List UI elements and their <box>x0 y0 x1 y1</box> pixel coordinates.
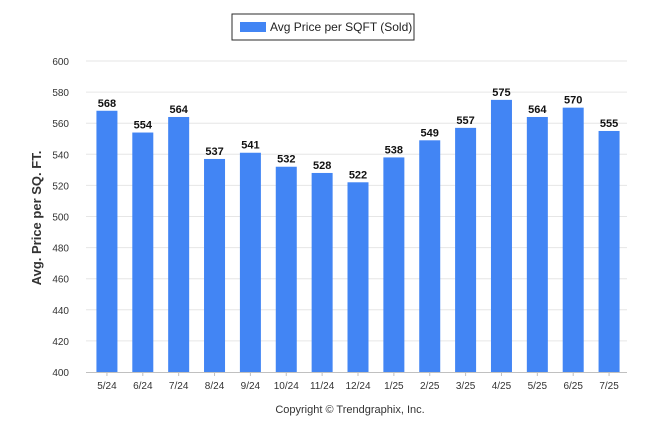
bar <box>96 110 118 372</box>
data-label: 570 <box>564 95 582 107</box>
bar <box>526 116 548 372</box>
data-label: 564 <box>169 104 188 116</box>
x-tick-label: 5/25 <box>528 381 548 392</box>
y-tick-label: 580 <box>52 88 69 99</box>
bar <box>490 99 512 372</box>
y-tick-label: 540 <box>52 150 69 161</box>
y-tick-label: 420 <box>52 337 69 348</box>
data-label: 555 <box>600 118 618 130</box>
x-tick-label: 3/25 <box>456 381 476 392</box>
bar <box>311 172 333 372</box>
bars <box>96 99 620 373</box>
bar <box>562 107 584 373</box>
bar <box>383 157 405 372</box>
bar <box>419 140 441 372</box>
data-labels: 568 554 564 537 541 532 528 522 538 549 557 575 564 5… <box>98 87 618 181</box>
data-label: 564 <box>528 104 547 116</box>
y-tick-label: 520 <box>52 181 69 192</box>
bar <box>132 132 154 372</box>
y-tick-label: 460 <box>52 275 69 286</box>
y-axis-ticks: 400 420 440 460 480 500 520 540 560 580 600 <box>52 57 69 379</box>
y-tick-label: 480 <box>52 244 69 255</box>
y-tick-label: 560 <box>52 119 69 130</box>
data-label: 522 <box>349 169 367 181</box>
x-tick-label: 5/24 <box>97 381 117 392</box>
x-tick-label: 10/24 <box>274 381 299 392</box>
x-tick-label: 1/25 <box>384 381 404 392</box>
data-label: 557 <box>456 115 474 127</box>
y-axis-label: Avg. Price per SQ. FT. <box>29 151 44 286</box>
x-tick-label: 11/24 <box>310 381 335 392</box>
legend-swatch <box>240 22 266 32</box>
x-tick-label: 4/25 <box>492 381 512 392</box>
data-label: 537 <box>205 146 223 158</box>
bar <box>239 152 261 372</box>
bar <box>455 127 477 373</box>
data-label: 575 <box>492 87 510 99</box>
x-tick-label: 7/25 <box>599 381 619 392</box>
y-tick-label: 600 <box>52 57 69 68</box>
x-tick-label: 7/24 <box>169 381 189 392</box>
data-label: 532 <box>277 154 295 166</box>
x-tick-label: 6/24 <box>133 381 153 392</box>
data-label: 549 <box>421 127 439 139</box>
data-label: 538 <box>385 144 403 156</box>
bar <box>347 182 369 372</box>
x-tick-label: 12/24 <box>345 381 370 392</box>
y-tick-label: 500 <box>52 213 69 224</box>
legend: Avg Price per SQFT (Sold) <box>231 13 415 41</box>
legend-label: Avg Price per SQFT (Sold) <box>270 20 412 34</box>
data-label: 541 <box>241 140 259 152</box>
bar <box>275 166 297 372</box>
x-tick-label: 2/25 <box>420 381 440 392</box>
x-axis-ticks: 5/24 6/24 7/24 8/24 9/24 10/24 11/24 12/24 1/25 2… <box>97 372 619 392</box>
data-label: 554 <box>134 120 153 132</box>
bar <box>168 116 190 372</box>
bar <box>598 130 620 372</box>
y-tick-label: 400 <box>52 368 69 379</box>
x-tick-label: 9/24 <box>241 381 261 392</box>
y-tick-label: 440 <box>52 306 69 317</box>
x-tick-label: 8/24 <box>205 381 225 392</box>
x-tick-label: 6/25 <box>563 381 583 392</box>
data-label: 528 <box>313 160 331 172</box>
bar <box>204 158 226 372</box>
copyright-footer: Copyright © Trendgraphix, Inc. <box>275 404 424 416</box>
data-label: 568 <box>98 98 116 110</box>
